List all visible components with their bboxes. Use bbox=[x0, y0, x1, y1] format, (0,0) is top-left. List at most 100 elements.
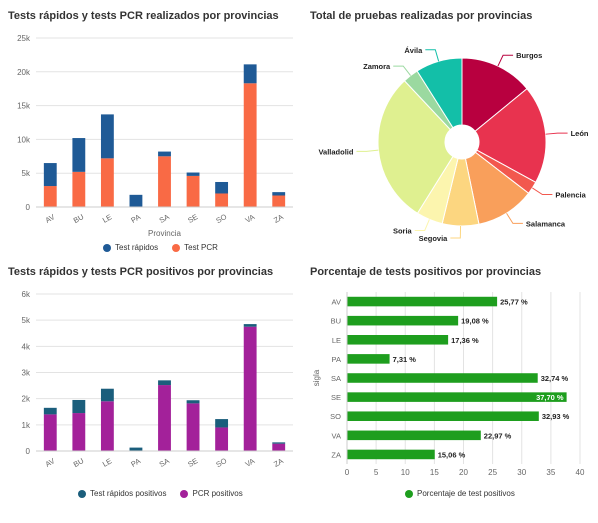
pie-slice bbox=[461, 57, 528, 132]
bar bbox=[72, 399, 86, 414]
pie-connector bbox=[497, 54, 514, 67]
bar bbox=[129, 447, 143, 451]
y-tick-label: AV bbox=[332, 298, 341, 307]
chart-porcentaje-positivos: 0 5 10 15 20 25 30 35 40 AV 25,77 % BU 19,08 % LE 17,3… bbox=[312, 292, 585, 477]
x-tick-label: 30 bbox=[517, 468, 526, 477]
bar bbox=[347, 373, 538, 383]
bar bbox=[43, 407, 57, 415]
x-tick-label: 25 bbox=[488, 468, 497, 477]
pie-label: Burgos bbox=[516, 51, 542, 60]
y-tick-label: 5k bbox=[22, 169, 31, 178]
pie-label: Soria bbox=[393, 226, 413, 235]
x-tick-label: ZA bbox=[272, 456, 285, 469]
y-tick-label: 1k bbox=[22, 421, 31, 430]
x-axis-title: Provincia bbox=[148, 229, 181, 238]
legend-label: Test PCR bbox=[184, 243, 218, 252]
chart-tests-realizados: 0 5k 10k 15k 20k 25k AV BU LE PA SA SE SO VA ZA Provinc… bbox=[17, 34, 293, 238]
y-tick-label: 25k bbox=[17, 34, 31, 43]
bar bbox=[43, 163, 57, 187]
x-tick-label: 10 bbox=[401, 468, 410, 477]
y-tick-label: 0 bbox=[26, 447, 31, 456]
x-tick-label: VA bbox=[244, 456, 257, 469]
y-tick-label: 4k bbox=[22, 342, 31, 351]
x-tick-label: AV bbox=[44, 212, 57, 225]
legend-marker bbox=[103, 243, 111, 252]
pie-label: Ávila bbox=[404, 46, 423, 55]
pie-label: Palencia bbox=[555, 190, 586, 199]
pie-connector bbox=[506, 212, 523, 224]
pie-connector bbox=[356, 149, 379, 152]
pie-connector bbox=[532, 187, 553, 195]
bar bbox=[72, 138, 86, 172]
data-label: 22,97 % bbox=[484, 431, 512, 440]
pie-label: Valladolid bbox=[318, 147, 353, 156]
x-tick-label: BU bbox=[72, 212, 86, 225]
bar bbox=[272, 442, 286, 444]
data-label: 15,06 % bbox=[438, 450, 466, 459]
x-tick-label: PA bbox=[129, 456, 142, 469]
bar bbox=[347, 430, 481, 441]
chart-title: Total de pruebas realizadas por provinci… bbox=[310, 10, 533, 22]
pie-connector bbox=[545, 132, 568, 135]
data-label: 32,74 % bbox=[541, 374, 569, 383]
y-tick-label: 5k bbox=[22, 316, 31, 325]
x-tick-label: LE bbox=[101, 456, 113, 468]
bar bbox=[158, 151, 171, 157]
bar bbox=[129, 194, 143, 207]
bar bbox=[100, 114, 114, 159]
legend-item-porcentaje[interactable]: Porcentaje de test positivos bbox=[405, 489, 515, 498]
x-tick-label: VA bbox=[244, 212, 257, 225]
data-label: 25,77 % bbox=[500, 298, 528, 307]
x-tick-label: SE bbox=[186, 212, 199, 225]
chart-tests-positivos: 0 1k 2k 3k 4k 5k 6k AV BU LE PA SA SE SO VA ZA bbox=[22, 290, 293, 469]
x-tick-label: 15 bbox=[430, 468, 439, 477]
pie-connector bbox=[393, 65, 411, 76]
pie-slice bbox=[377, 80, 454, 214]
x-tick-label: 20 bbox=[459, 468, 468, 477]
pie-connector bbox=[425, 49, 440, 62]
x-tick-label: 40 bbox=[576, 468, 585, 477]
legend-label: PCR positivos bbox=[192, 489, 243, 498]
chart-title: Tests rápidos y tests PCR realizados por… bbox=[8, 10, 279, 22]
bar bbox=[347, 392, 567, 402]
bar bbox=[100, 401, 114, 451]
chart-panel-porcentaje-positivos: Porcentaje de tests positivos por provin… bbox=[310, 266, 595, 516]
bar bbox=[158, 385, 171, 451]
x-tick-label: ZA bbox=[272, 212, 285, 225]
x-tick-label: 35 bbox=[546, 468, 555, 477]
y-tick-label: BU bbox=[331, 317, 341, 326]
chart-title: Tests rápidos y tests PCR positivos por … bbox=[8, 266, 274, 278]
x-tick-label: SO bbox=[214, 212, 228, 225]
pie-slice bbox=[474, 88, 547, 183]
bar bbox=[72, 413, 86, 451]
legend-marker bbox=[405, 489, 413, 498]
legend: Porcentaje de test positivos bbox=[405, 489, 515, 498]
y-tick-label: 3k bbox=[22, 369, 31, 378]
y-tick-label: 2k bbox=[22, 395, 31, 404]
legend-item-pcr-positivos[interactable]: PCR positivos bbox=[180, 489, 243, 498]
bar bbox=[215, 427, 229, 451]
legend-item-test-rapidos-positivos[interactable]: Test rápidos positivos bbox=[78, 489, 166, 498]
data-label: 7,31 % bbox=[393, 355, 417, 364]
bar bbox=[347, 315, 459, 326]
y-tick-label: 20k bbox=[17, 68, 31, 77]
pie-label: León bbox=[571, 129, 589, 138]
y-tick-label: 15k bbox=[17, 102, 31, 111]
legend-item-test-rapidos[interactable]: Test rápidos bbox=[103, 243, 158, 252]
bar bbox=[243, 64, 257, 84]
bar bbox=[186, 403, 200, 451]
bar bbox=[186, 172, 200, 176]
y-tick-label: 0 bbox=[26, 203, 31, 212]
y-tick-label: SA bbox=[331, 374, 341, 383]
data-label: 32,93 % bbox=[542, 412, 570, 421]
bar bbox=[100, 158, 114, 207]
legend: Test rápidos Test PCR bbox=[103, 243, 218, 252]
legend-item-test-pcr[interactable]: Test PCR bbox=[172, 243, 218, 252]
chart-total-pruebas: Burgos León Palencia Salamanca Segovia Soria V… bbox=[318, 46, 589, 243]
y-tick-label: LE bbox=[332, 336, 341, 345]
legend-label: Test rápidos bbox=[115, 243, 159, 252]
bar bbox=[158, 380, 171, 386]
data-label: 17,36 % bbox=[451, 336, 479, 345]
y-tick-label: VA bbox=[332, 431, 341, 440]
x-tick-label: SA bbox=[158, 456, 171, 469]
